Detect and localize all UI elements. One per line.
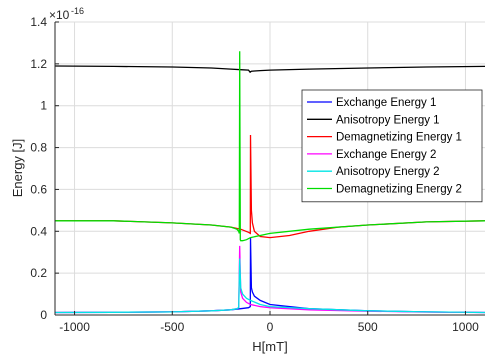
- x-tick-label: 1000: [452, 320, 479, 334]
- legend-label: Demagnetizing Energy 1: [336, 132, 462, 144]
- y-tick-label: 1: [40, 99, 47, 113]
- series-line: [54, 65, 485, 74]
- y-tick-label: 1.2: [30, 57, 47, 71]
- y-exponent-base: ×10: [49, 8, 70, 22]
- x-tick-label: -500: [160, 320, 184, 334]
- y-tick-label: 0.2: [30, 266, 47, 280]
- legend-label: Exchange Energy 2: [336, 149, 436, 161]
- legend: Exchange Energy 1 Anisotropy Energy 1 Dema…: [301, 89, 483, 203]
- x-axis-label: H[mT]: [252, 339, 287, 354]
- ticks: -1000 -500 0 500 1000 0 0.2 0.4 0.6 0.8 1 1.2 1.4: [30, 15, 479, 334]
- legend-label: Anisotropy Energy 2: [336, 166, 440, 178]
- y-exponent-power: -16: [71, 6, 84, 16]
- series-line: [55, 51, 485, 242]
- legend-label: Demagnetizing Energy 2: [336, 184, 462, 196]
- y-axis-label: Energy [J]: [10, 139, 25, 198]
- y-tick-label: 0.8: [30, 141, 47, 155]
- legend-label: Anisotropy Energy 1: [336, 114, 440, 126]
- legend-label: Exchange Energy 1: [336, 97, 436, 109]
- series-layer: [54, 51, 485, 314]
- legend-box: [301, 89, 483, 203]
- y-tick-label: 0.4: [30, 224, 47, 238]
- y-tick-label: 0.6: [30, 182, 47, 196]
- y-tick-label: 0: [40, 308, 47, 322]
- y-tick-label: 1.4: [30, 15, 47, 29]
- series-line: [54, 258, 485, 314]
- x-tick-label: -1000: [59, 320, 90, 334]
- x-tick-label: 500: [358, 320, 378, 334]
- x-tick-label: 0: [267, 320, 274, 334]
